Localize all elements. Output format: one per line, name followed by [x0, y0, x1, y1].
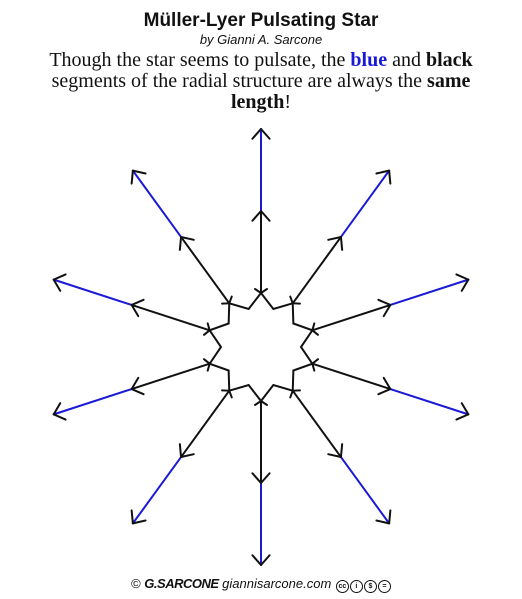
- description-text-3: segments of the radial structure are alw…: [51, 70, 428, 92]
- black-segment-ray-6: [180, 389, 231, 459]
- mid-arrow-fin-ray-0-0: [251, 210, 262, 222]
- end-arrow-fin-ray-1-1: [388, 169, 392, 185]
- base-tick-ray-3-b: [311, 362, 316, 372]
- author-byline: by Gianni A. Sarcone: [199, 32, 323, 47]
- black-segment-ray-4: [291, 389, 342, 459]
- page-title: Müller-Lyer Pulsating Star: [143, 10, 379, 31]
- description-black-word: black: [425, 49, 473, 71]
- mid-arrow-fin-ray-9-1: [180, 235, 195, 241]
- base-tick-ray-2-a: [311, 322, 316, 332]
- mid-arrow-fin-ray-6-1: [178, 443, 183, 459]
- footer: © G.SARCONE giannisarcone.com cc i $ =: [0, 576, 522, 593]
- base-tick-ray-4-b: [289, 389, 294, 399]
- description: Though the star seems to pulsate, the bl…: [40, 50, 482, 113]
- description-text-4: !: [284, 91, 291, 113]
- base-tick-ray-5-b: [254, 400, 262, 406]
- mid-arrow-fin-ray-5-1: [251, 472, 262, 484]
- mid-arrow-fin-ray-0-1: [260, 210, 271, 222]
- mid-arrow-fin-ray-1-0: [327, 235, 342, 241]
- mid-arrow-fin-ray-9-0: [178, 235, 183, 251]
- blue-segment-ray-8: [52, 278, 133, 306]
- mid-arrow-fin-ray-8-1: [130, 298, 145, 306]
- blue-segment-ray-1: [339, 169, 391, 238]
- end-arrow-fin-ray-6-1: [130, 509, 134, 525]
- cc-nd-icon: =: [377, 580, 391, 593]
- description-text-1: Though the star seems to pulsate, the: [49, 49, 351, 71]
- website-link[interactable]: giannisarcone.com: [222, 576, 332, 591]
- end-arrow-fin-ray-7-0: [52, 413, 67, 421]
- base-tick-ray-7-a: [206, 362, 211, 372]
- end-arrow-fin-ray-2-1: [460, 278, 470, 292]
- end-arrow-fin-ray-0-1: [260, 128, 271, 140]
- blue-segment-ray-9: [131, 169, 183, 238]
- end-arrow-fin-ray-9-1: [131, 169, 147, 175]
- end-arrow-fin-ray-3-0: [460, 402, 470, 416]
- end-arrow-fin-ray-5-1: [251, 554, 262, 566]
- end-arrow-fin-ray-2-0: [455, 273, 470, 281]
- base-tick-ray-7-b: [202, 358, 211, 365]
- copyright-symbol: ©: [131, 576, 141, 591]
- end-arrow-fin-ray-6-0: [131, 519, 147, 525]
- end-arrow-fin-ray-9-0: [130, 169, 134, 185]
- end-arrow-fin-ray-4-0: [388, 509, 392, 525]
- black-segment-ray-8: [130, 303, 211, 332]
- blue-segment-ray-7: [52, 388, 133, 416]
- base-tick-ray-0-b: [260, 288, 268, 294]
- end-arrow-fin-ray-1-0: [375, 169, 391, 175]
- black-segment-ray-3: [311, 362, 392, 391]
- radial-rays: [52, 128, 470, 566]
- cc-license-icon: cc: [335, 580, 349, 593]
- blue-segment-ray-4: [339, 456, 391, 525]
- mid-arrow-fin-ray-4-1: [327, 453, 342, 459]
- black-segment-ray-1: [291, 235, 342, 305]
- mid-arrow-fin-ray-2-0: [377, 298, 392, 306]
- base-tick-ray-8-b: [206, 322, 211, 332]
- end-arrow-fin-ray-7-1: [52, 402, 62, 416]
- base-tick-ray-8-a: [202, 329, 211, 336]
- mid-arrow-fin-ray-6-0: [180, 453, 195, 459]
- end-arrow-fin-ray-5-0: [260, 554, 271, 566]
- description-text-2: and: [387, 49, 426, 71]
- base-tick-ray-5-a: [260, 400, 268, 406]
- blue-segment-ray-3: [389, 388, 470, 416]
- black-segment-ray-2: [311, 303, 392, 332]
- base-tick-ray-6-a: [228, 389, 233, 399]
- mid-arrow-fin-ray-7-1: [130, 376, 140, 391]
- mid-arrow-fin-ray-1-1: [339, 235, 344, 251]
- end-arrow-fin-ray-8-1: [52, 273, 67, 281]
- base-tick-ray-9-b: [228, 295, 233, 305]
- end-arrow-fin-ray-0-0: [251, 128, 262, 140]
- star-core-outline: [208, 291, 314, 403]
- artist-signature: G.SARCONE: [144, 576, 219, 591]
- mid-arrow-fin-ray-5-0: [260, 472, 271, 484]
- mid-arrow-fin-ray-7-0: [130, 388, 145, 396]
- description-blue-word: blue: [350, 49, 388, 71]
- cc-by-icon: i: [349, 580, 363, 593]
- mid-arrow-fin-ray-4-0: [339, 443, 344, 459]
- cc-nc-icon: $: [363, 580, 377, 593]
- black-segment-ray-9: [180, 235, 231, 305]
- blue-segment-ray-6: [131, 456, 183, 525]
- blue-segment-ray-2: [389, 278, 470, 306]
- mid-arrow-fin-ray-3-1: [377, 388, 392, 396]
- end-arrow-fin-ray-3-1: [455, 413, 470, 421]
- black-segment-ray-7: [130, 362, 211, 391]
- mid-arrow-fin-ray-8-0: [130, 303, 140, 318]
- base-tick-ray-0-a: [254, 288, 262, 294]
- base-tick-ray-2-b: [311, 329, 320, 336]
- description-same-length: same length: [230, 70, 471, 113]
- base-tick-ray-1-a: [289, 295, 294, 305]
- end-arrow-fin-ray-4-1: [375, 519, 391, 525]
- base-tick-ray-3-a: [311, 358, 320, 365]
- mid-arrow-fin-ray-3-0: [382, 376, 392, 391]
- mid-arrow-fin-ray-2-1: [382, 303, 392, 318]
- end-arrow-fin-ray-8-0: [52, 278, 62, 292]
